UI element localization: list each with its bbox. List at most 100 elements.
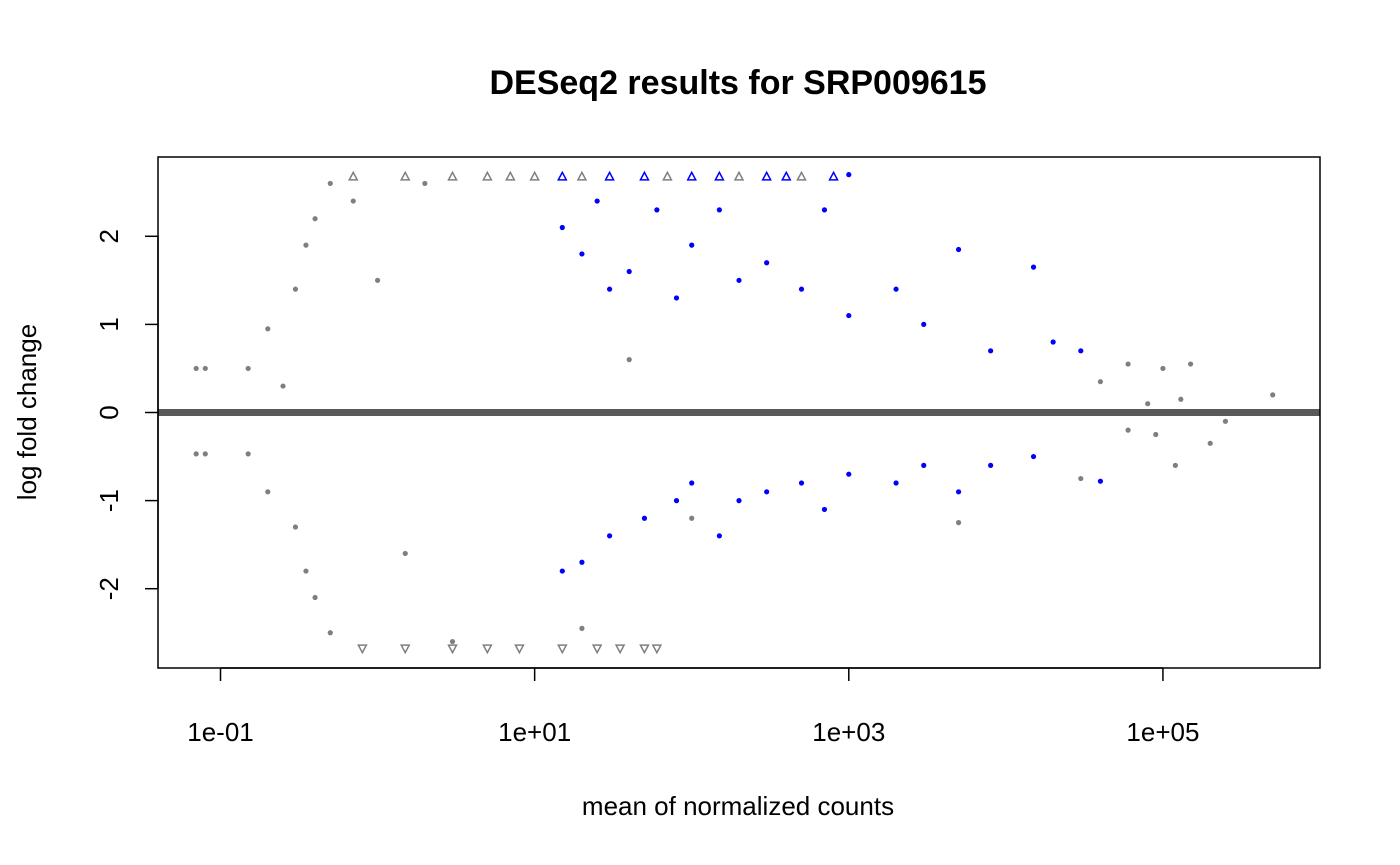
data-point	[1030, 264, 1037, 270]
data-point	[1178, 396, 1184, 402]
data-point	[292, 524, 299, 530]
data-point	[606, 533, 613, 539]
data-point	[350, 198, 356, 204]
upper-bound-marker	[505, 170, 516, 181]
data-point	[559, 224, 565, 231]
data-point	[202, 365, 208, 372]
data-point	[689, 242, 695, 248]
lower-bound-marker	[651, 644, 663, 655]
x-tick-label: 1e-01	[187, 717, 254, 747]
data-point	[193, 365, 199, 372]
data-point	[736, 277, 742, 283]
data-point	[1097, 379, 1104, 385]
y-tick-label: 1	[94, 317, 124, 331]
data-point	[1097, 478, 1104, 484]
data-point	[988, 462, 994, 468]
upper-bound-marker	[529, 170, 540, 181]
upper-bound-marker	[399, 170, 411, 181]
data-point	[846, 172, 852, 178]
upper-bound-marker	[639, 170, 650, 181]
data-point	[1050, 339, 1056, 345]
data-point	[193, 451, 199, 457]
data-point	[626, 268, 632, 275]
data-point	[327, 180, 333, 187]
lower-bound-marker	[591, 644, 603, 655]
data-point	[265, 489, 271, 495]
data-point	[1222, 418, 1229, 424]
data-point	[798, 480, 805, 486]
lower-bound-marker	[614, 644, 626, 655]
data-point	[955, 489, 962, 495]
upper-bound-marker	[557, 170, 568, 181]
data-point	[673, 498, 680, 504]
data-point	[559, 568, 565, 574]
x-tick-label: 1e+03	[812, 717, 885, 747]
y-axis-label: log fold change	[12, 324, 42, 500]
lower-bound-marker	[447, 644, 458, 655]
data-point	[402, 550, 408, 557]
data-point	[716, 207, 722, 213]
data-point	[846, 312, 852, 319]
upper-bound-marker	[828, 170, 839, 181]
y-axis: -2 -1 0 1 2	[94, 229, 159, 600]
x-axis-label: mean of normalized counts	[582, 791, 894, 821]
data-point	[736, 498, 742, 504]
data-point	[1172, 462, 1178, 468]
data-point	[626, 357, 632, 363]
data-point	[449, 638, 456, 645]
data-point	[1160, 365, 1166, 372]
data-point	[422, 180, 428, 187]
data-point	[579, 625, 585, 631]
data-point	[764, 260, 770, 266]
data-point	[312, 216, 318, 222]
data-point	[689, 515, 695, 521]
upper-bound-marker	[447, 170, 458, 181]
upper-bound-marker	[761, 170, 772, 181]
upper-bound-marker	[714, 170, 725, 181]
data-point	[579, 559, 585, 565]
data-point	[988, 348, 994, 354]
x-tick-label: 1e+05	[1126, 717, 1199, 747]
y-tick-label: -1	[94, 489, 124, 512]
data-point	[1125, 361, 1131, 367]
data-point	[764, 489, 770, 495]
data-point	[1078, 475, 1084, 482]
data-point	[846, 471, 852, 477]
data-point	[374, 277, 381, 283]
y-tick-label: 2	[94, 229, 124, 243]
data-point	[654, 207, 660, 213]
upper-bound-marker	[347, 170, 359, 181]
chart-title: DESeq2 results for SRP009615	[489, 64, 986, 102]
data-point	[689, 480, 695, 486]
data-point	[641, 515, 648, 521]
upper-bound-marker	[733, 170, 745, 181]
data-point	[1125, 427, 1131, 433]
data-point	[1207, 440, 1213, 446]
upper-bound-marker	[662, 170, 673, 181]
data-point	[1187, 361, 1194, 367]
data-point	[921, 462, 927, 468]
upper-bound-marker	[686, 170, 697, 181]
data-point	[821, 506, 828, 513]
data-point	[798, 286, 805, 292]
data-point	[1145, 401, 1151, 407]
upper-bound-marker	[482, 170, 493, 181]
data-point	[921, 321, 927, 327]
data-point	[606, 286, 613, 292]
points-layer	[193, 172, 1276, 645]
x-axis: 1e-01 1e+01 1e+03 1e+05	[187, 667, 1199, 747]
data-point	[303, 242, 309, 248]
data-point	[716, 533, 722, 539]
data-point	[327, 630, 333, 636]
data-point	[1153, 431, 1159, 438]
out-of-range-markers	[347, 170, 839, 655]
data-point	[292, 286, 299, 292]
data-point	[265, 326, 271, 332]
lower-bound-marker	[557, 644, 568, 655]
data-point	[955, 520, 962, 526]
lower-bound-marker	[514, 644, 525, 655]
lower-bound-marker	[399, 644, 411, 655]
data-point	[303, 568, 309, 574]
data-point	[312, 594, 318, 601]
